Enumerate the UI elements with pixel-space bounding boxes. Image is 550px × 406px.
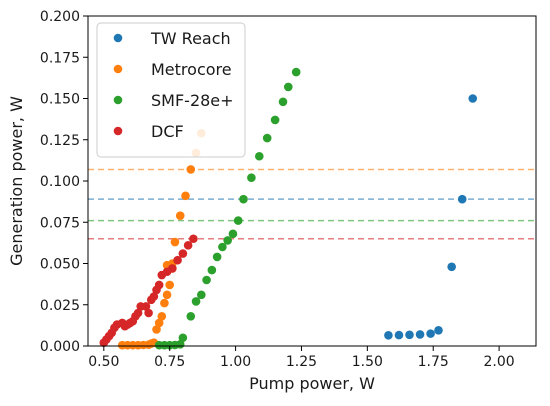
point-series-2-17 [247,173,256,182]
x-tick-label: 1.75 [418,354,449,370]
legend-label-3: DCF [151,122,184,141]
point-series-3-19 [154,280,164,290]
point-series-2-4 [175,340,185,349]
point-series-0-2 [405,330,414,340]
point-series-2-8 [197,290,206,300]
point-series-3-22 [168,264,177,273]
point-series-2-7 [191,297,201,306]
point-series-2-6 [186,312,196,321]
y-tick-label: 0.175 [40,50,80,66]
point-series-1-8 [152,325,161,334]
point-series-2-12 [218,242,227,252]
legend-marker-1 [113,64,123,74]
point-series-3-23 [173,255,182,265]
point-series-2-19 [262,133,272,143]
x-axis-ticks: 0.50 0.75 1.00 1.25 1.50 1.75 2.00 [88,346,515,370]
data-points [99,67,478,350]
point-series-0-1 [394,330,404,340]
y-tick-label: 0.100 [40,174,80,190]
point-series-3-17 [149,292,159,301]
point-series-0-3 [415,330,425,339]
point-series-2-21 [278,97,288,107]
point-series-1-9 [154,318,164,328]
point-series-2-18 [254,151,264,161]
x-tick-label: 1.50 [352,354,383,370]
legend-label-1: Metrocore [151,60,232,79]
x-tick-label: 0.75 [154,354,185,370]
y-tick-label: 0.200 [40,9,80,25]
point-series-0-4 [426,329,435,338]
point-series-2-22 [283,82,293,92]
point-series-2-11 [212,252,222,262]
y-tick-label: 0.075 [40,215,80,231]
point-series-0-0 [384,330,393,340]
point-series-2-20 [270,115,280,125]
legend: TW Reach Metrocore SMF-28e+ DCF [96,22,246,158]
x-tick-label: 1.25 [286,354,317,370]
x-tick-label: 2.00 [484,354,515,370]
y-tick-label: 0.000 [40,339,80,355]
point-series-3-24 [178,249,188,258]
point-series-2-16 [239,194,248,204]
point-series-1-13 [165,280,174,290]
y-tick-label: 0.050 [40,257,80,273]
point-series-2-5 [178,333,188,343]
point-series-3-12 [133,308,143,318]
x-tick-label: 1.00 [220,354,251,370]
point-series-1-11 [160,298,169,308]
point-series-0-7 [457,194,467,204]
legend-label-0: TW Reach [150,29,231,48]
y-tick-label: 0.150 [40,92,80,108]
point-series-1-18 [186,165,196,174]
point-series-1-16 [175,211,185,220]
point-series-0-8 [468,94,478,103]
x-axis-title: Pump power, W [249,374,375,393]
x-tick-label: 0.50 [88,354,119,370]
legend-marker-0 [113,33,123,43]
point-series-1-17 [181,191,190,201]
point-series-0-6 [447,262,456,272]
point-series-0-5 [434,326,443,335]
point-series-2-23 [291,67,301,77]
point-series-2-13 [223,236,232,245]
legend-marker-3 [113,126,123,136]
point-series-2-10 [207,265,217,275]
point-series-2-15 [233,216,243,225]
y-axis-title: Generation power, W [7,96,26,266]
legend-label-2: SMF-28e+ [151,91,234,110]
point-series-3-26 [189,234,198,244]
point-series-1-12 [162,290,172,300]
legend-marker-2 [113,95,123,105]
legend-box [96,22,246,158]
point-series-2-14 [228,229,238,239]
y-axis-ticks: 0.000 0.025 0.050 0.075 0.100 0.125 0.150 0.175… [40,9,88,355]
point-series-1-15 [170,237,180,247]
y-tick-label: 0.025 [40,298,80,314]
y-tick-label: 0.125 [40,133,80,149]
point-series-1-10 [157,312,167,321]
point-series-3-15 [144,308,153,318]
point-series-2-9 [202,275,211,285]
point-series-3-25 [183,241,193,250]
point-series-3-14 [141,302,151,311]
